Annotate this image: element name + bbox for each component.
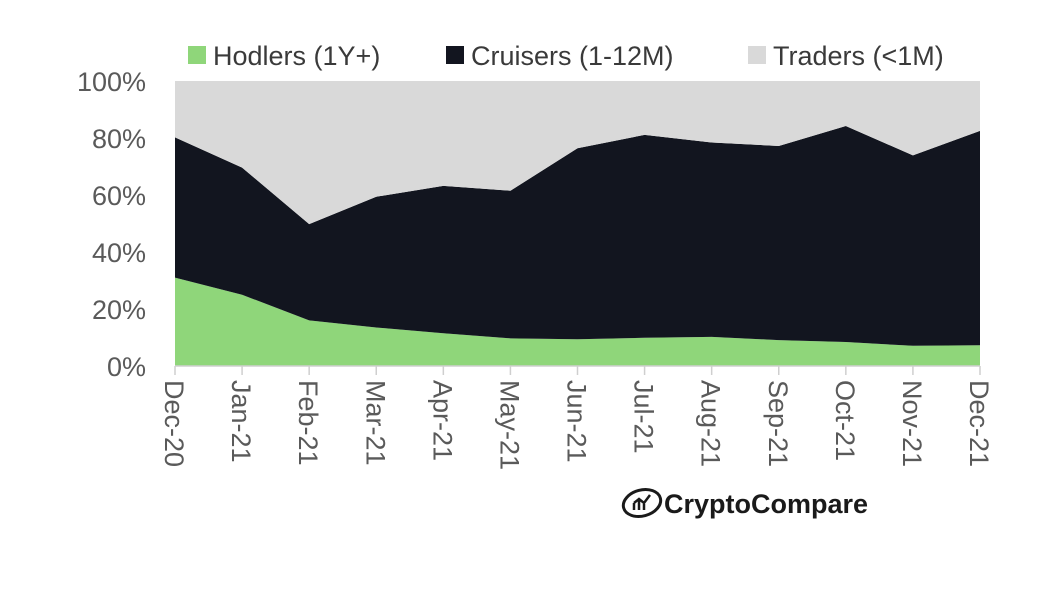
x-tick-label: Oct-21 — [830, 380, 860, 461]
legend-label: Traders (<1M) — [773, 41, 944, 71]
x-axis: Dec-20 Jan-21 Feb-21 Mar-21 Apr-21 May-21 Jun-… — [159, 365, 994, 470]
x-tick-label: Feb-21 — [293, 380, 323, 466]
logo-chart-glyph — [632, 494, 651, 510]
legend-label: Cruisers (1-12M) — [471, 41, 674, 71]
logo-text: CryptoCompare — [664, 489, 868, 519]
y-tick-label: 20% — [92, 295, 146, 325]
y-axis: 0% 20% 40% 60% 80% 100% — [77, 67, 146, 382]
legend-label: Hodlers (1Y+) — [213, 41, 380, 71]
cryptocompare-logo: CryptoCompare — [621, 488, 868, 519]
x-tick-label: Jun-21 — [562, 380, 592, 463]
x-tick-label: May-21 — [494, 380, 524, 470]
y-tick-label: 60% — [92, 181, 146, 211]
y-tick-label: 40% — [92, 238, 146, 268]
y-tick-label: 80% — [92, 124, 146, 154]
y-tick-label: 100% — [77, 67, 146, 97]
areas — [175, 81, 980, 366]
x-tick-label: Dec-20 — [159, 380, 189, 467]
area-traders — [175, 81, 980, 225]
x-tick-label: Jan-21 — [226, 380, 256, 463]
legend-swatch — [446, 46, 464, 64]
x-tick-label: Mar-21 — [360, 380, 390, 466]
area-cruisers — [175, 126, 980, 346]
area-hodlers — [175, 277, 980, 366]
logo-icon — [621, 488, 663, 518]
x-tick-label: Apr-21 — [427, 380, 457, 461]
x-tick-label: Aug-21 — [696, 380, 726, 467]
x-tick-label: Sep-21 — [763, 380, 793, 467]
x-tick-label: Dec-21 — [964, 380, 994, 467]
y-tick-label: 0% — [107, 352, 146, 382]
legend-swatch — [748, 46, 766, 64]
x-tick-label: Jul-21 — [629, 380, 659, 454]
legend-swatch — [188, 46, 206, 64]
x-tick-label: Nov-21 — [897, 380, 927, 467]
legend: Hodlers (1Y+) Cruisers (1-12M) Traders (<1… — [188, 41, 944, 71]
